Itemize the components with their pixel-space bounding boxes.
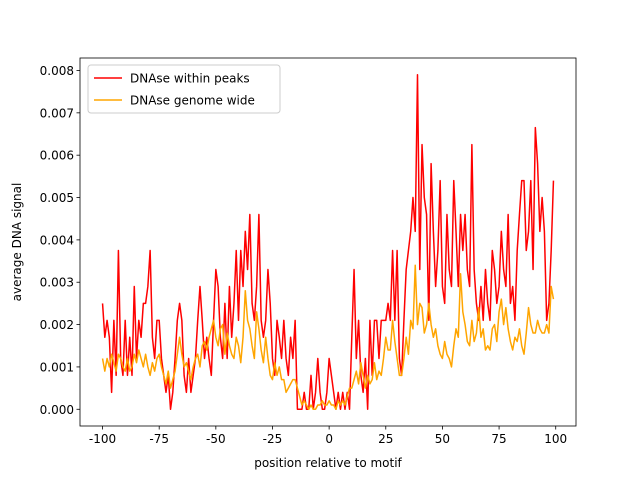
legend-box	[87, 64, 281, 114]
x-tick-label: -25	[263, 432, 283, 446]
x-tick-label: 75	[491, 432, 506, 446]
y-tick-label: 0.002	[40, 318, 74, 332]
y-tick-label: 0.003	[40, 276, 74, 290]
series-line	[101, 264, 555, 411]
x-axis-label: position relative to motif	[254, 456, 402, 470]
y-tick-label: 0.006	[40, 149, 74, 163]
axes-frame	[79, 57, 577, 427]
y-tick-label: 0.004	[40, 233, 74, 247]
x-tick-label: -50	[206, 432, 226, 446]
x-tick-label: 0	[325, 432, 333, 446]
legend-label: DNAse within peaks	[130, 72, 250, 86]
series-line	[101, 73, 555, 411]
x-tick-label: 50	[435, 432, 450, 446]
x-tick-label: -100	[89, 432, 116, 446]
y-tick-label: 0.007	[40, 106, 74, 120]
x-tick-label: 100	[544, 432, 567, 446]
y-tick-label: 0.008	[40, 64, 74, 78]
x-tick-label: -75	[149, 432, 169, 446]
y-tick-label: 0.000	[40, 403, 74, 417]
y-axis-label: average DNA signal	[10, 183, 24, 302]
legend-label: DNAse genome wide	[130, 94, 255, 108]
y-tick-label: 0.005	[40, 191, 74, 205]
y-tick-label: 0.001	[40, 360, 74, 374]
x-tick-label: 25	[378, 432, 393, 446]
